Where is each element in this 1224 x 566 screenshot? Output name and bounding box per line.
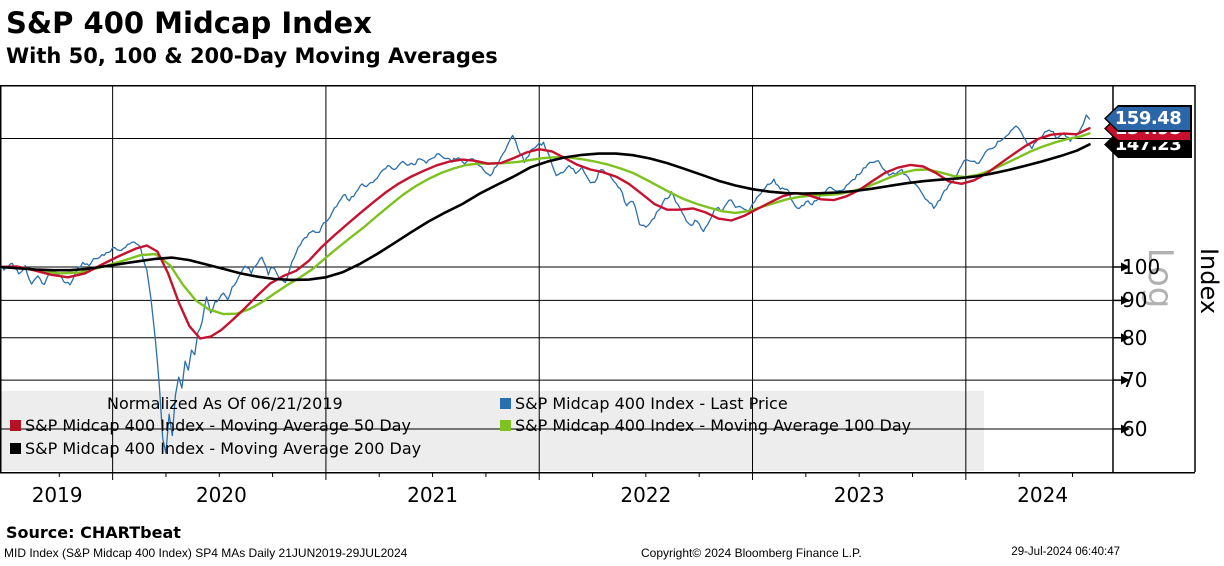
- y-axis-tick-label: 80: [1122, 325, 1148, 350]
- y-axis-tick-label: 90: [1122, 288, 1148, 313]
- legend-item-ma200[interactable]: S&P Midcap 400 Index - Moving Average 20…: [10, 439, 421, 458]
- x-axis-year-label: 2022: [620, 483, 672, 507]
- page-subtitle: With 50, 100 & 200-Day Moving Averages: [6, 44, 498, 68]
- normalized-note-label: Normalized As Of 06/21/2019: [107, 394, 343, 413]
- x-axis-year-label: 2024: [1017, 483, 1069, 507]
- ma100-swatch-icon: [500, 420, 511, 431]
- footer-copyright: Copyright© 2024 Bloomberg Finance L.P.: [641, 546, 862, 560]
- series-line-1: [0, 132, 1091, 316]
- legend-item-label: S&P Midcap 400 Index - Moving Average 20…: [25, 439, 422, 458]
- x-axis-year-label: 2019: [31, 483, 83, 507]
- footer-left-note: MID Index (S&P Midcap 400 Index) SP4 MAs…: [4, 546, 408, 560]
- legend-item-label: S&P Midcap 400 Index - Moving Average 50…: [25, 416, 411, 435]
- x-axis-year-label: 2021: [407, 483, 459, 507]
- source-line: Source: CHARTbeat: [6, 523, 181, 542]
- y-axis-title: Index: [1195, 247, 1223, 315]
- legend-panel: [1, 391, 984, 471]
- last-price-swatch-icon: [500, 398, 511, 409]
- legend-normalized-note: Normalized As Of 06/21/2019: [107, 394, 343, 413]
- legend-item-ma100[interactable]: S&P Midcap 400 Index - Moving Average 10…: [500, 416, 911, 435]
- x-axis-year-label: 2020: [195, 483, 247, 507]
- legend-item-ma50[interactable]: S&P Midcap 400 Index - Moving Average 50…: [10, 416, 411, 435]
- page-title: S&P 400 Midcap Index: [6, 6, 372, 40]
- y-axis-tick-label: 70: [1122, 368, 1148, 393]
- legend-item-label: S&P Midcap 400 Index - Last Price: [515, 394, 788, 413]
- legend-item-last-price[interactable]: S&P Midcap 400 Index - Last Price: [500, 394, 788, 413]
- y-axis-tick-label: 100: [1122, 255, 1161, 279]
- y-axis-tick-label: 60: [1122, 416, 1148, 441]
- price-tag-last-price[interactable]: 159.48: [1104, 105, 1192, 132]
- price-tag-last-value: 159.48: [1106, 107, 1190, 130]
- ma200-swatch-icon: [10, 443, 21, 454]
- footer-timestamp: 29-Jul-2024 06:40:47: [1011, 546, 1120, 558]
- legend-item-label: S&P Midcap 400 Index - Moving Average 10…: [515, 416, 912, 435]
- ma50-swatch-icon: [10, 420, 21, 431]
- series-line-3: [0, 143, 1091, 282]
- series-line-2: [0, 126, 1091, 340]
- x-axis-year-label: 2023: [833, 483, 885, 507]
